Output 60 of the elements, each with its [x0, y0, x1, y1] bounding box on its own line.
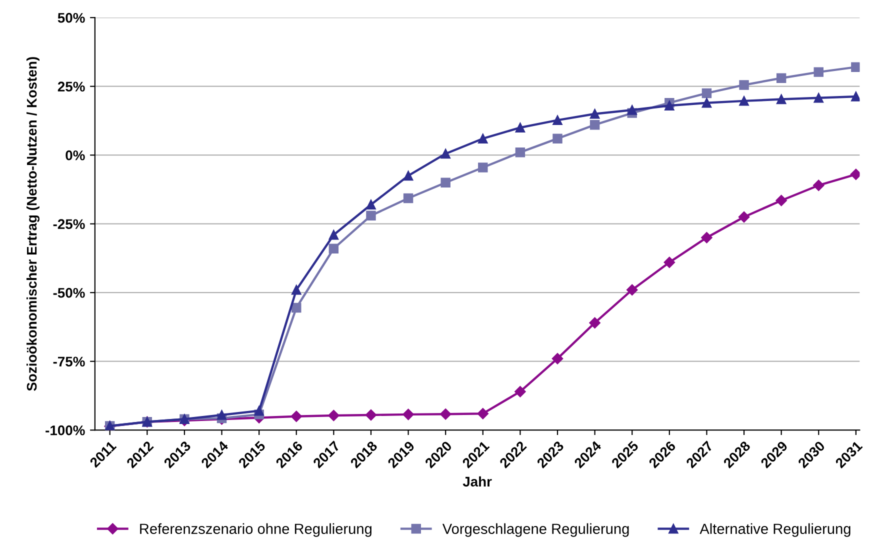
point — [664, 100, 674, 110]
point — [290, 410, 302, 422]
point — [514, 386, 526, 398]
point — [328, 244, 339, 254]
y-axis-title: Sozioökonomischer Ertrag (Netto-Nutzen / Kosten) — [26, 57, 40, 391]
point — [328, 230, 339, 240]
y-tick-label: 0% — [66, 150, 85, 160]
point — [402, 408, 414, 420]
point — [552, 134, 562, 144]
point — [478, 162, 488, 172]
point — [814, 67, 824, 77]
point — [702, 88, 712, 98]
point — [850, 168, 860, 180]
point — [328, 410, 340, 422]
point — [440, 178, 450, 188]
point — [552, 352, 564, 364]
point — [738, 211, 750, 223]
point — [589, 317, 600, 328]
point — [739, 80, 749, 90]
point — [776, 94, 786, 104]
point — [366, 200, 376, 210]
point — [739, 96, 749, 106]
point — [515, 122, 526, 132]
point — [814, 93, 824, 103]
point — [590, 108, 600, 119]
point — [627, 105, 637, 115]
point — [701, 232, 712, 244]
point — [590, 120, 600, 130]
legend-label: Vorgeschlagene Regulierung — [442, 523, 629, 537]
y-tick-label: -75% — [53, 356, 85, 367]
y-tick-label: 25% — [58, 82, 85, 92]
point — [851, 92, 860, 102]
y-tick-label: -100% — [46, 425, 85, 436]
point — [702, 98, 712, 108]
point — [216, 410, 227, 420]
point — [292, 302, 302, 313]
y-tick-label: 50% — [58, 12, 85, 23]
legend-label: Alternative Regulierung — [700, 523, 850, 537]
x-axis-title: Jahr — [462, 476, 492, 487]
y-tick-label: -25% — [53, 219, 85, 230]
point — [440, 408, 452, 420]
point — [366, 210, 376, 220]
point — [403, 193, 414, 204]
point — [292, 284, 302, 295]
point — [254, 406, 264, 416]
point — [851, 62, 860, 72]
point — [403, 170, 414, 181]
point — [477, 408, 488, 420]
point — [813, 180, 824, 191]
point — [365, 409, 377, 421]
y-tick-label: -50% — [53, 288, 85, 298]
legend-label: Referenzszenario ohne Regulierung — [140, 523, 372, 537]
point — [776, 73, 786, 83]
point — [478, 134, 488, 144]
point — [626, 284, 638, 296]
point — [776, 194, 787, 206]
point — [664, 256, 676, 268]
point — [515, 147, 526, 158]
point — [552, 115, 562, 126]
point — [440, 148, 450, 159]
